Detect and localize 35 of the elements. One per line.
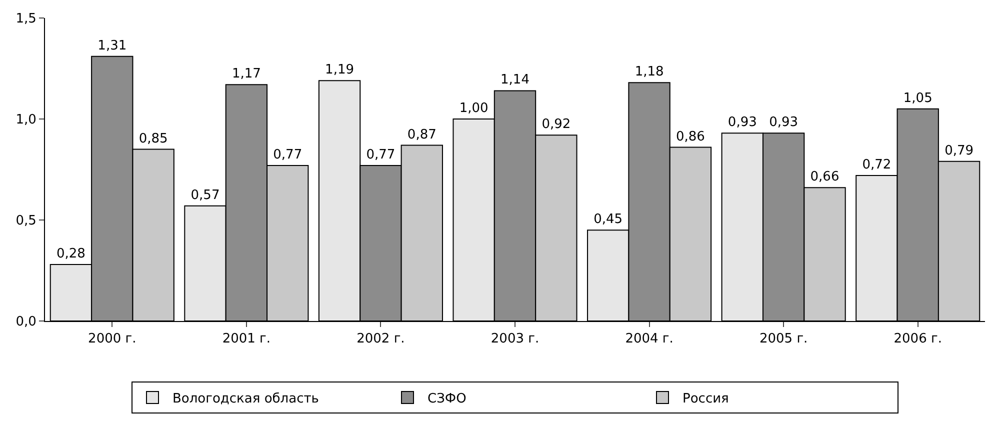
x-tick-label: 2001 г. — [222, 332, 271, 347]
data-label: 0,93 — [728, 115, 757, 130]
legend-label: Вологодская область — [172, 392, 319, 407]
data-label: 0,86 — [676, 129, 705, 144]
data-label: 0,77 — [366, 147, 396, 162]
data-label: 1,00 — [459, 101, 488, 116]
data-label: 1,18 — [634, 64, 664, 80]
x-tick-label: 2000 г. — [88, 332, 136, 347]
data-label: 1,14 — [500, 72, 530, 88]
data-label: 0,45 — [594, 212, 623, 228]
x-tick-label: 2004 г. — [625, 332, 674, 347]
legend-label: СЗФО — [428, 392, 466, 407]
y-tick-label: 0,5 — [16, 214, 36, 229]
data-label: 0,57 — [190, 188, 220, 203]
data-label: 0,87 — [407, 127, 436, 142]
y-tick-label: 1,0 — [16, 112, 36, 128]
data-label: 0,66 — [810, 170, 840, 185]
legend-label: Россия — [682, 392, 729, 407]
data-label: 1,31 — [98, 38, 127, 54]
x-tick-label: 2003 г. — [490, 332, 540, 347]
data-label: 1,05 — [903, 90, 932, 106]
data-label: 0,77 — [273, 147, 302, 162]
data-label: 0,72 — [862, 158, 892, 173]
x-tick-label: 2002 г. — [356, 332, 405, 347]
data-label: 0,28 — [56, 246, 86, 262]
data-label: 1,19 — [325, 62, 354, 78]
y-tick-label: 0,0 — [16, 314, 36, 330]
data-label: 1,17 — [232, 66, 261, 82]
data-label: 0,92 — [542, 117, 571, 132]
x-tick-label: 2006 г. — [894, 332, 942, 347]
data-label: 0,79 — [944, 143, 974, 158]
data-label: 0,93 — [769, 115, 798, 130]
data-label: 0,85 — [138, 131, 168, 146]
y-tick-label: 1,5 — [16, 12, 36, 27]
x-tick-label: 2005 г. — [759, 332, 808, 347]
